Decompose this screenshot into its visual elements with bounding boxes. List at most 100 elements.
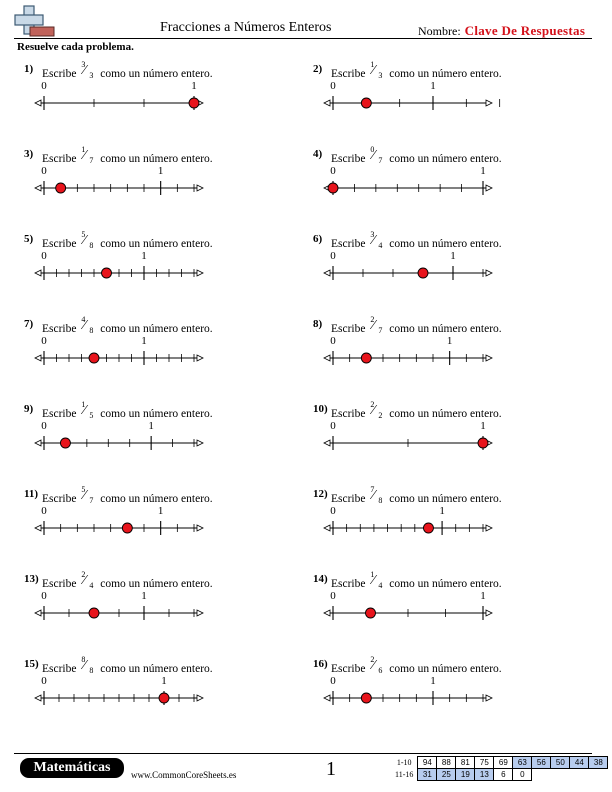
- tick-label-zero: 0: [330, 675, 336, 687]
- answer-dot: [417, 267, 429, 279]
- prompt-tail: como un número entero.: [389, 68, 502, 80]
- numerator: 1: [370, 60, 375, 69]
- problem-11: 11) Escribe 5 ⁄ 7 como un número entero. 0 1: [24, 485, 294, 568]
- numerator: 2: [370, 400, 375, 409]
- left-arrow-icon: [323, 609, 331, 617]
- denominator: 3: [89, 71, 94, 80]
- problem-prompt: Escribe 2 ⁄ 4 como un número entero.: [42, 570, 213, 590]
- score-table: 1-10 94 88 81 75 69 63 56 50 44 38 11-16 31 25 19 13 6 0: [392, 756, 609, 781]
- answer-dot: [88, 352, 100, 364]
- prompt-tail: como un número entero.: [389, 663, 502, 675]
- prompt-lead: Escribe: [42, 153, 77, 165]
- score-cell: 94: [417, 756, 438, 769]
- problem-prompt: Escribe 5 ⁄ 8 como un número entero.: [42, 230, 213, 250]
- fraction-slash: ⁄: [372, 148, 375, 163]
- fraction-slash: ⁄: [372, 233, 375, 248]
- problem-prompt: Escribe 1 ⁄ 7 como un número entero.: [42, 145, 213, 165]
- numerator: 4: [81, 315, 86, 324]
- problem-6: 6) Escribe 3 ⁄ 4 como un número entero. 0 1: [313, 230, 583, 313]
- fraction: 7 ⁄ 8: [369, 485, 385, 505]
- prompt-lead: Escribe: [331, 493, 366, 505]
- fraction: 4 ⁄ 8: [80, 315, 96, 335]
- left-arrow-icon: [34, 184, 42, 192]
- prompt-lead: Escribe: [331, 663, 366, 675]
- denominator: 8: [89, 326, 94, 335]
- problem-number: 16): [313, 658, 328, 670]
- prompt-lead: Escribe: [331, 578, 366, 590]
- right-arrow-icon: [196, 184, 204, 192]
- prompt-tail: como un número entero.: [100, 578, 213, 590]
- score-cell: 44: [569, 756, 590, 769]
- numerator: 5: [81, 230, 86, 239]
- brand-badge: Matemáticas: [20, 758, 124, 778]
- problem-prompt: Escribe 2 ⁄ 2 como un número entero.: [331, 400, 502, 420]
- problem-number: 12): [313, 488, 328, 500]
- score-cell: 19: [455, 768, 476, 781]
- problem-3: 3) Escribe 1 ⁄ 7 como un número entero. 0 1: [24, 145, 294, 228]
- right-arrow-icon: [485, 184, 493, 192]
- fraction-slash: ⁄: [83, 488, 86, 503]
- problem-prompt: Escribe 1 ⁄ 3 como un número entero.: [331, 60, 502, 80]
- left-arrow-icon: [34, 269, 42, 277]
- answer-dot: [158, 692, 170, 704]
- right-arrow-icon: [196, 609, 204, 617]
- tick-label-zero: 0: [330, 505, 336, 517]
- page-title: Fracciones a Números Enteros: [160, 20, 332, 35]
- numerator: 3: [81, 60, 86, 69]
- score-cell: 63: [512, 756, 533, 769]
- tick-label-one: 1: [480, 165, 486, 177]
- problem-prompt: Escribe 2 ⁄ 6 como un número entero.: [331, 655, 502, 675]
- tick-label-zero: 0: [330, 420, 336, 432]
- left-arrow-icon: [323, 99, 331, 107]
- numerator: 7: [370, 485, 375, 494]
- score-cell: 25: [436, 768, 457, 781]
- problem-5: 5) Escribe 5 ⁄ 8 como un número entero. 0 1: [24, 230, 294, 313]
- right-arrow-icon: [196, 694, 204, 702]
- problem-number: 6): [313, 233, 323, 245]
- answer-dot: [121, 522, 133, 534]
- problem-number: 3): [24, 148, 34, 160]
- tick-label-one: 1: [191, 80, 197, 92]
- prompt-tail: como un número entero.: [389, 323, 502, 335]
- problem-number: 7): [24, 318, 34, 330]
- prompt-lead: Escribe: [331, 153, 366, 165]
- tick-label-one: 1: [480, 590, 486, 602]
- denominator: 5: [89, 411, 94, 420]
- tick-label-zero: 0: [41, 165, 47, 177]
- score-cell: 50: [550, 756, 571, 769]
- name-field: Nombre: Clave De Respuestas: [418, 23, 585, 39]
- problem-number: 13): [24, 573, 39, 585]
- numerator: 5: [81, 485, 86, 494]
- tick-label-one: 1: [439, 505, 445, 517]
- prompt-tail: como un número entero.: [389, 153, 502, 165]
- answer-dot: [188, 97, 200, 109]
- name-label: Nombre:: [418, 24, 461, 38]
- left-arrow-icon: [323, 524, 331, 532]
- right-arrow-icon: [485, 99, 493, 107]
- left-arrow-icon: [34, 99, 42, 107]
- answer-dot: [477, 437, 489, 449]
- problem-14: 14) Escribe 1 ⁄ 4 como un número entero. 0 1: [313, 570, 583, 653]
- fraction: 1 ⁄ 5: [80, 400, 96, 420]
- site-url: www.CommonCoreSheets.es: [131, 770, 237, 780]
- problem-number: 9): [24, 403, 34, 415]
- fraction-slash: ⁄: [372, 488, 375, 503]
- tick-label-one: 1: [430, 80, 436, 92]
- right-arrow-icon: [196, 269, 204, 277]
- prompt-lead: Escribe: [331, 238, 366, 250]
- fraction: 3 ⁄ 4: [369, 230, 385, 250]
- header-divider: [14, 38, 592, 39]
- tick-label-zero: 0: [41, 420, 47, 432]
- right-arrow-icon: [485, 609, 493, 617]
- prompt-tail: como un número entero.: [100, 493, 213, 505]
- left-arrow-icon: [323, 439, 331, 447]
- problem-number: 5): [24, 233, 34, 245]
- instructions: Resuelve cada problema.: [17, 41, 134, 53]
- denominator: 7: [378, 156, 383, 165]
- problem-8: 8) Escribe 2 ⁄ 7 como un número entero. 0 1: [313, 315, 583, 398]
- denominator: 2: [378, 411, 383, 420]
